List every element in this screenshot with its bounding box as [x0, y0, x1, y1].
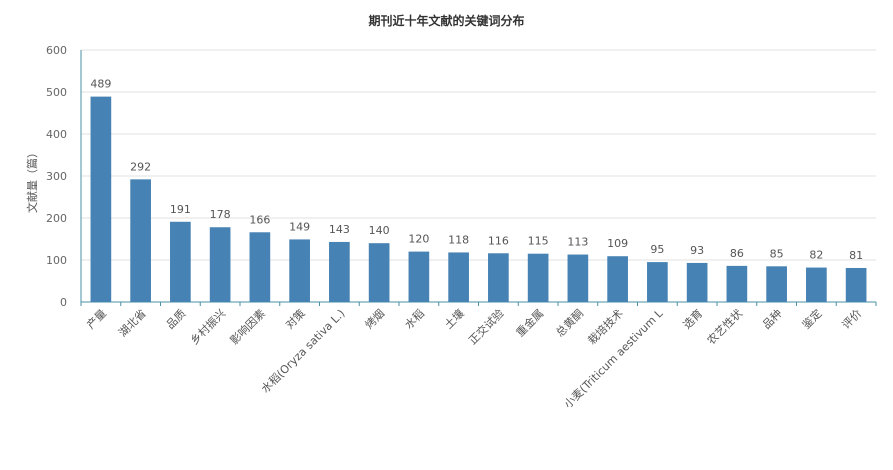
- x-tick-label: 总黄酮: [553, 306, 586, 339]
- bar-7[interactable]: [368, 243, 390, 302]
- x-tick-label: 烤烟: [362, 306, 387, 331]
- data-label: 116: [488, 234, 509, 247]
- bar-8[interactable]: [408, 251, 430, 302]
- bar-3[interactable]: [209, 227, 231, 302]
- data-label: 178: [210, 208, 231, 221]
- bar-10[interactable]: [488, 253, 509, 302]
- data-label: 81: [849, 249, 863, 262]
- data-label: 166: [249, 213, 270, 226]
- bar-6[interactable]: [329, 241, 350, 302]
- y-axis-label: 文献量（篇）: [25, 147, 39, 213]
- y-tick-label: 0: [60, 296, 67, 309]
- y-tick-label: 200: [46, 212, 67, 225]
- bar-16[interactable]: [726, 265, 748, 302]
- data-label: 85: [770, 247, 784, 260]
- bar-15[interactable]: [686, 262, 708, 302]
- bar-13[interactable]: [607, 256, 628, 302]
- x-tick-label: 土壤: [441, 306, 466, 331]
- x-tick-label: 对策: [282, 306, 307, 331]
- data-label: 115: [528, 235, 549, 248]
- x-tick-label: 品种: [759, 306, 784, 331]
- data-label: 86: [730, 247, 744, 260]
- bar-1[interactable]: [130, 179, 151, 302]
- y-tick-label: 300: [46, 170, 67, 183]
- data-label: 82: [809, 249, 823, 262]
- y-tick-label: 400: [46, 128, 67, 141]
- x-tick-label: 正交试验: [465, 306, 506, 347]
- data-label: 149: [289, 220, 310, 233]
- x-tick-label: 水稻: [402, 307, 427, 332]
- bar-11[interactable]: [527, 253, 549, 302]
- data-label: 292: [130, 160, 151, 173]
- bar-4[interactable]: [249, 232, 271, 302]
- y-tick-label: 600: [46, 44, 67, 57]
- bars: [90, 96, 867, 303]
- data-label: 120: [408, 233, 429, 246]
- y-tick-label: 500: [46, 86, 67, 99]
- data-label: 113: [567, 236, 588, 249]
- bar-18[interactable]: [806, 267, 827, 302]
- data-label: 93: [690, 244, 704, 257]
- bar-17[interactable]: [766, 266, 787, 302]
- grid-lines: [81, 49, 876, 261]
- data-label: 143: [329, 223, 350, 236]
- chart-title: 期刊近十年文献的关键词分布: [368, 14, 525, 28]
- bar-19[interactable]: [845, 267, 867, 302]
- bar-12[interactable]: [567, 254, 589, 302]
- x-tick-label: 品质: [164, 307, 189, 332]
- bar-0[interactable]: [90, 96, 112, 303]
- x-tick-label: 产量: [84, 306, 109, 331]
- x-tick-label: 鉴定: [799, 306, 824, 331]
- axes: [80, 50, 877, 306]
- data-label: 109: [607, 237, 628, 250]
- bar-14[interactable]: [647, 262, 668, 302]
- x-tick-label: 栽培技术: [585, 306, 626, 347]
- x-tick-label: 影响因素: [228, 307, 268, 347]
- x-tick-label: 选育: [680, 306, 705, 331]
- bar-9[interactable]: [448, 252, 469, 302]
- x-tick-label: 农艺性状: [704, 306, 745, 347]
- bar-2[interactable]: [170, 221, 191, 302]
- data-label: 95: [650, 243, 664, 256]
- data-label: 489: [90, 78, 111, 91]
- bar-5[interactable]: [289, 239, 310, 302]
- data-label: 118: [448, 233, 469, 246]
- x-tick-label: 湖北省: [116, 307, 149, 340]
- x-tick-label: 乡村振兴: [187, 306, 228, 347]
- x-tick-label: 重金属: [513, 306, 546, 339]
- data-label: 191: [170, 203, 191, 216]
- x-tick-label: 评价: [839, 307, 864, 332]
- data-label: 140: [369, 224, 390, 237]
- y-tick-label: 100: [46, 254, 67, 267]
